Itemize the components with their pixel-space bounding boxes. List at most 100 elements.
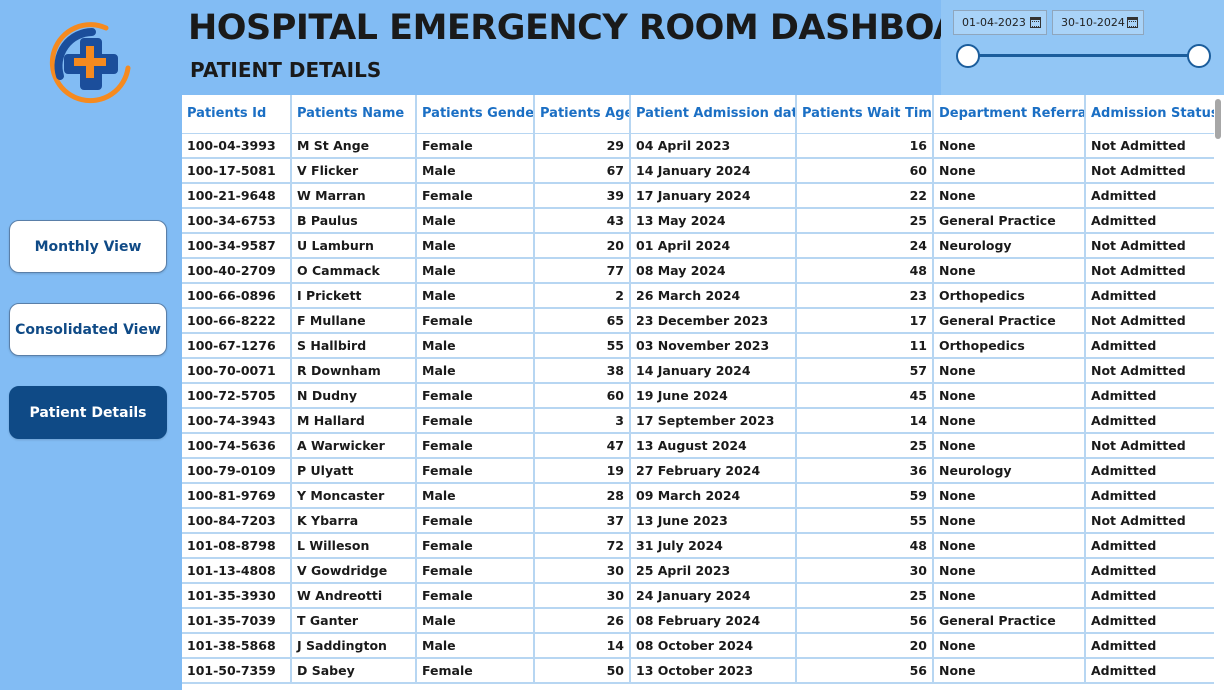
table-cell: None (933, 483, 1086, 509)
table-cell: 11 (796, 333, 934, 359)
table-cell: Male (416, 483, 535, 509)
table-cell: Admitted (1085, 483, 1214, 509)
table-cell: 3 (534, 408, 631, 434)
table-cell: 13 June 2023 (630, 508, 797, 534)
table-row[interactable]: 100-17-5081 V Flicker Male 67 14 January 202… (182, 158, 1214, 184)
table-cell: General Practice (933, 608, 1086, 634)
table-cell: Female (416, 133, 535, 159)
table-cell: U Lamburn (291, 233, 417, 259)
monthly-view-button[interactable]: Monthly View (9, 220, 167, 273)
table-cell: 55 (534, 333, 631, 359)
table-cell: Y Moncaster (291, 483, 417, 509)
column-header[interactable]: Patients Name (291, 95, 417, 134)
table-cell: 28 (534, 483, 631, 509)
table-cell: Orthopedics (933, 283, 1086, 309)
table-row[interactable]: 100-40-2709 O Cammack Male 77 08 May 2024 48 N… (182, 258, 1214, 284)
date-slider-end-handle[interactable] (1187, 44, 1211, 68)
table-cell: K Ybarra (291, 508, 417, 534)
table-cell: Female (416, 583, 535, 609)
table-cell: N Dudny (291, 383, 417, 409)
table-cell: Admitted (1085, 183, 1214, 209)
table-cell: 100-40-2709 (182, 258, 292, 284)
table-row[interactable]: 101-35-7039 T Ganter Male 26 08 February 202… (182, 608, 1214, 634)
table-cell: 22 (796, 183, 934, 209)
sidebar: Monthly View Consolidated View Patient D… (0, 0, 180, 690)
table-cell: 59 (796, 483, 934, 509)
table-cell: 24 January 2024 (630, 583, 797, 609)
table-cell: None (933, 358, 1086, 384)
consolidated-view-button[interactable]: Consolidated View (9, 303, 167, 356)
table-cell: Male (416, 633, 535, 659)
table-cell: J Saddington (291, 633, 417, 659)
table-cell: R Downham (291, 358, 417, 384)
table-row[interactable]: 100-74-5636 A Warwicker Female 47 13 August … (182, 433, 1214, 459)
table-row[interactable]: 100-21-9648 W Marran Female 39 17 January 20… (182, 183, 1214, 209)
table-cell: 2 (534, 283, 631, 309)
table-row[interactable]: 100-74-3943 M Hallard Female 3 17 September … (182, 408, 1214, 434)
table-row[interactable]: 101-35-3930 W Andreotti Female 30 24 January… (182, 583, 1214, 609)
start-date-input[interactable]: 01-04-2023 (953, 10, 1047, 35)
column-header[interactable]: Admission Status (1085, 95, 1214, 134)
table-cell: Not Admitted (1085, 258, 1214, 284)
table-cell: 09 March 2024 (630, 483, 797, 509)
table-row[interactable]: 101-08-8798 L Willeson Female 72 31 July 202… (182, 533, 1214, 559)
table-row[interactable]: 101-38-5868 J Saddington Male 14 08 October … (182, 633, 1214, 659)
table-row[interactable]: 101-50-7359 D Sabey Female 50 13 October 202… (182, 658, 1214, 684)
table-row[interactable]: 101-13-4808 V Gowdridge Female 30 25 April 2… (182, 558, 1214, 584)
table-cell: 100-34-9587 (182, 233, 292, 259)
table-cell: 29 (534, 133, 631, 159)
vertical-scrollbar[interactable] (1215, 99, 1221, 139)
table-cell: Female (416, 183, 535, 209)
table-row[interactable]: 100-66-0896 I Prickett Male 2 26 March 2024 2… (182, 283, 1214, 309)
page-title: HOSPITAL EMERGENCY ROOM DASHBOARD (188, 8, 1015, 48)
table-row[interactable]: 100-67-1276 S Hallbird Male 55 03 November 2… (182, 333, 1214, 359)
table-cell: 101-50-7359 (182, 658, 292, 684)
table-cell: 08 February 2024 (630, 608, 797, 634)
table-row[interactable]: 100-79-0109 P Ulyatt Female 19 27 February 2… (182, 458, 1214, 484)
table-cell: 72 (534, 533, 631, 559)
table-cell: 13 August 2024 (630, 433, 797, 459)
table-cell: Male (416, 358, 535, 384)
table-row[interactable]: 100-81-9769 Y Moncaster Male 28 09 March 202… (182, 483, 1214, 509)
table-row[interactable]: 100-70-0071 R Downham Male 38 14 January 202… (182, 358, 1214, 384)
calendar-icon[interactable] (1030, 17, 1041, 28)
column-header[interactable]: Department Referral (933, 95, 1086, 134)
date-slider-start-handle[interactable] (956, 44, 980, 68)
table-row[interactable]: 100-04-3993 M St Ange Female 29 04 April 202… (182, 133, 1214, 159)
table-cell: 23 (796, 283, 934, 309)
table-cell: 56 (796, 658, 934, 684)
calendar-icon[interactable] (1127, 17, 1138, 28)
table-cell: 14 (534, 633, 631, 659)
table-row[interactable]: 100-34-9587 U Lamburn Male 20 01 April 2024 2… (182, 233, 1214, 259)
table-cell: 14 (796, 408, 934, 434)
table-row[interactable]: 100-66-8222 F Mullane Female 65 23 December … (182, 308, 1214, 334)
table-row[interactable]: 100-84-7203 K Ybarra Female 37 13 June 2023 5… (182, 508, 1214, 534)
end-date-input[interactable]: 30-10-2024 (1052, 10, 1144, 35)
table-cell: None (933, 533, 1086, 559)
table-cell: 30 (534, 558, 631, 584)
column-header[interactable]: Patients Gender (416, 95, 535, 134)
table-body: 100-04-3993 M St Ange Female 29 04 April 202… (182, 133, 1214, 684)
column-header[interactable]: Patients Age (534, 95, 631, 134)
patient-details-button[interactable]: Patient Details (9, 386, 167, 439)
column-header[interactable]: Patients Wait Time (796, 95, 934, 134)
table-cell: Female (416, 433, 535, 459)
table-cell: 60 (534, 383, 631, 409)
column-header[interactable]: Patient Admission date (630, 95, 797, 134)
table-cell: Not Admitted (1085, 358, 1214, 384)
table-cell: 101-13-4808 (182, 558, 292, 584)
table-cell: 20 (796, 633, 934, 659)
table-row[interactable]: 100-72-5705 N Dudny Female 60 19 June 2024 45… (182, 383, 1214, 409)
page-subtitle: PATIENT DETAILS (190, 58, 382, 82)
table-row[interactable]: 100-34-6753 B Paulus Male 43 13 May 2024 25 Ge… (182, 208, 1214, 234)
column-header[interactable]: Patients Id (182, 95, 292, 134)
header: HOSPITAL EMERGENCY ROOM DASHBOARD PATIEN… (182, 0, 1015, 95)
table-cell: 25 (796, 583, 934, 609)
table-cell: 100-34-6753 (182, 208, 292, 234)
date-slider-track[interactable] (968, 54, 1200, 57)
table-cell: W Andreotti (291, 583, 417, 609)
table-cell: Neurology (933, 458, 1086, 484)
table-cell: S Hallbird (291, 333, 417, 359)
table-cell: 100-84-7203 (182, 508, 292, 534)
table-cell: 27 February 2024 (630, 458, 797, 484)
